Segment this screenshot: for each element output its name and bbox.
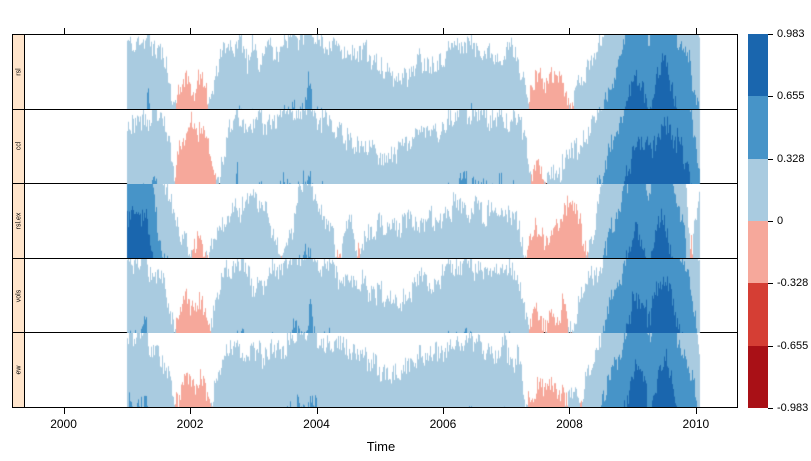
legend-segment-1 xyxy=(748,96,768,159)
legend-tick-0 xyxy=(768,34,773,35)
legend-segment-3 xyxy=(748,220,768,284)
panel-strip-ew: ew xyxy=(13,333,25,407)
x-tick-top-2002 xyxy=(190,28,192,34)
panel-vols xyxy=(25,258,737,333)
legend-label--0.328: -0.328 xyxy=(777,277,809,290)
x-tick-bottom-2002 xyxy=(190,408,192,414)
legend-segment-0 xyxy=(748,34,768,97)
panel-row-rsl: rsl xyxy=(13,35,737,110)
legend-tick-2 xyxy=(768,158,773,160)
x-tick-label-2000: 2000 xyxy=(50,417,77,431)
plot-area: rsl ccl rsl.ex vols ew xyxy=(12,34,738,408)
strip-label: rsl xyxy=(15,68,22,76)
legend-label-0.983: 0.983 xyxy=(777,28,805,40)
legend-tick-5 xyxy=(768,345,773,347)
x-tick-top-2008 xyxy=(569,28,571,34)
legend-tick-4 xyxy=(768,283,773,285)
legend-tick-1 xyxy=(768,96,773,98)
panel-strip-ccl: ccl xyxy=(13,109,25,184)
x-tick-bottom-2008 xyxy=(569,408,571,414)
legend-label--0.655: -0.655 xyxy=(777,339,809,352)
legend-label-0: 0 xyxy=(777,215,784,227)
panel-row-rsl.ex: rsl.ex xyxy=(13,184,737,259)
panel-row-vols: vols xyxy=(13,258,737,334)
panel-strip-rsl.ex: rsl.ex xyxy=(13,184,25,258)
x-tick-bottom-2000 xyxy=(63,408,65,414)
legend-label-0.655: 0.655 xyxy=(777,90,805,103)
strip-label: ew xyxy=(15,365,22,375)
panel-canvas-rsl xyxy=(25,35,737,109)
panel-row-ew: ew xyxy=(13,333,737,408)
legend-tick-3 xyxy=(768,221,773,222)
panel-rsl.ex xyxy=(25,184,737,259)
x-tick-label-2010: 2010 xyxy=(682,417,710,431)
panel-ew xyxy=(25,333,737,408)
panel-ccl xyxy=(25,109,737,184)
x-tick-label-2002: 2002 xyxy=(176,417,204,431)
panel-canvas-vols xyxy=(25,258,737,333)
color-legend-bar xyxy=(748,34,768,408)
x-tick-top-2010 xyxy=(695,28,697,34)
x-tick-label-2008: 2008 xyxy=(556,417,583,431)
panel-canvas-ew xyxy=(25,333,737,408)
panel-canvas-ccl xyxy=(25,109,737,184)
x-tick-top-2000 xyxy=(63,28,65,34)
legend-tick-6 xyxy=(768,408,773,409)
legend-segment-4 xyxy=(748,283,768,346)
panel-rsl xyxy=(25,35,737,109)
legend-label--0.983: -0.983 xyxy=(777,402,809,414)
legend-segment-5 xyxy=(748,345,768,408)
x-axis-title: Time xyxy=(366,439,396,454)
strip-label: rsl.ex xyxy=(15,212,22,230)
x-tick-bottom-2010 xyxy=(695,408,697,414)
legend-segment-2 xyxy=(748,158,768,221)
strip-label: ccl xyxy=(15,142,22,151)
legend-label-0.328: 0.328 xyxy=(777,152,805,165)
strip-label: vols xyxy=(15,289,22,302)
x-tick-label-2006: 2006 xyxy=(429,417,457,431)
x-tick-label-2004: 2004 xyxy=(303,417,330,431)
panel-canvas-rsl.ex xyxy=(25,184,737,259)
x-tick-top-2004 xyxy=(316,28,318,34)
panel-strip-vols: vols xyxy=(13,258,25,333)
x-tick-bottom-2004 xyxy=(316,408,318,414)
panel-row-ccl: ccl xyxy=(13,109,737,185)
panel-strip-rsl: rsl xyxy=(13,35,25,109)
x-tick-top-2006 xyxy=(442,28,444,34)
x-tick-bottom-2006 xyxy=(442,408,444,414)
